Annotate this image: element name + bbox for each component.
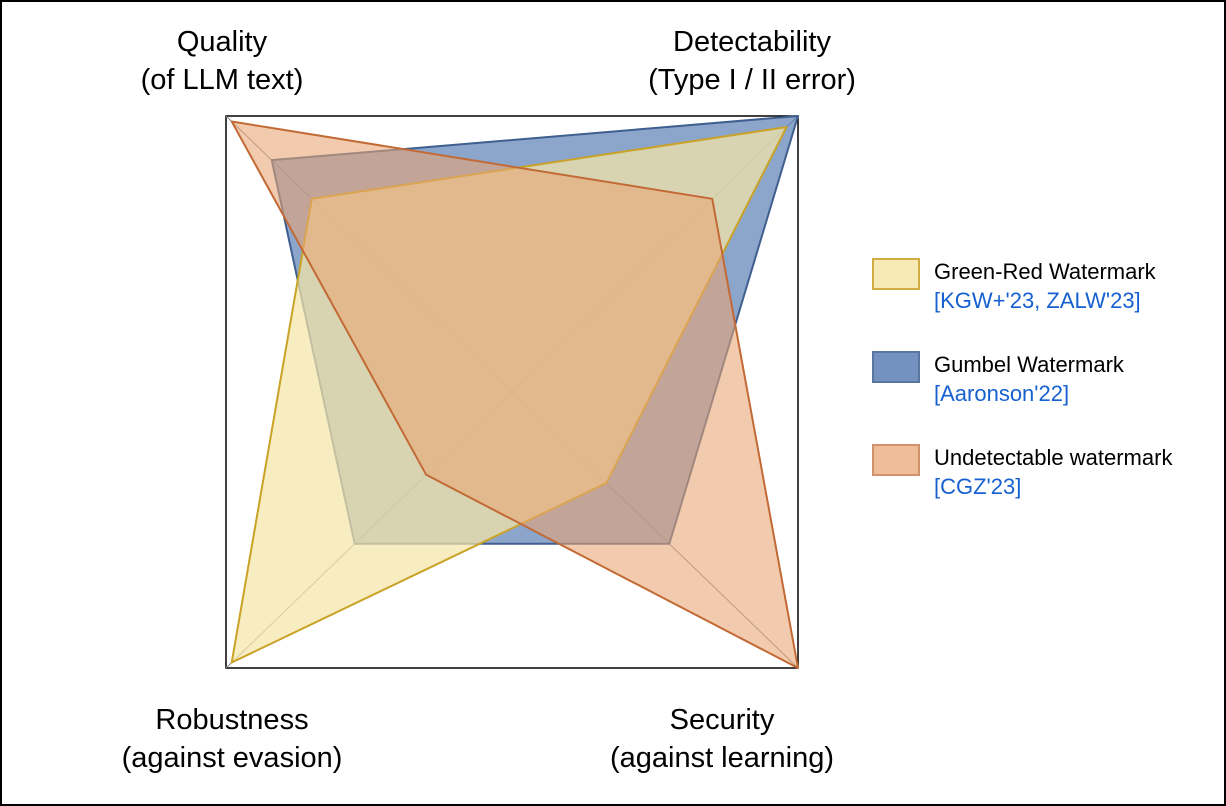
legend-title: Undetectable watermark <box>934 444 1172 473</box>
legend-item: Green-Red Watermark[KGW+'23, ZALW'23] <box>872 258 1202 315</box>
legend-item: Undetectable watermark[CGZ'23] <box>872 444 1202 501</box>
legend-swatch <box>872 351 920 383</box>
legend-citation: [KGW+'23, ZALW'23] <box>934 287 1156 316</box>
axis-title: Detectability <box>582 24 922 62</box>
legend-text: Undetectable watermark[CGZ'23] <box>934 444 1172 501</box>
radar-svg <box>222 112 802 672</box>
axis-subtitle: (of LLM text) <box>92 62 352 100</box>
legend-item: Gumbel Watermark[Aaronson'22] <box>872 351 1202 408</box>
legend-text: Green-Red Watermark[KGW+'23, ZALW'23] <box>934 258 1156 315</box>
axis-title: Robustness <box>82 702 382 740</box>
legend-text: Gumbel Watermark[Aaronson'22] <box>934 351 1124 408</box>
axis-title: Quality <box>92 24 352 62</box>
legend-swatch <box>872 444 920 476</box>
legend-title: Green-Red Watermark <box>934 258 1156 287</box>
axis-subtitle: (against evasion) <box>82 740 382 778</box>
legend-citation: [Aaronson'22] <box>934 380 1124 409</box>
axis-label-robustness: Robustness (against evasion) <box>82 702 382 777</box>
axis-subtitle: (against learning) <box>562 740 882 778</box>
legend-swatch <box>872 258 920 290</box>
legend-title: Gumbel Watermark <box>934 351 1124 380</box>
axis-title: Security <box>562 702 882 740</box>
legend: Green-Red Watermark[KGW+'23, ZALW'23] Gum… <box>872 258 1202 538</box>
axis-label-detectability: Detectability (Type I / II error) <box>582 24 922 99</box>
radar-chart <box>222 112 802 672</box>
axis-subtitle: (Type I / II error) <box>582 62 922 100</box>
axis-label-quality: Quality (of LLM text) <box>92 24 352 99</box>
legend-citation: [CGZ'23] <box>934 473 1172 502</box>
axis-label-security: Security (against learning) <box>562 702 882 777</box>
